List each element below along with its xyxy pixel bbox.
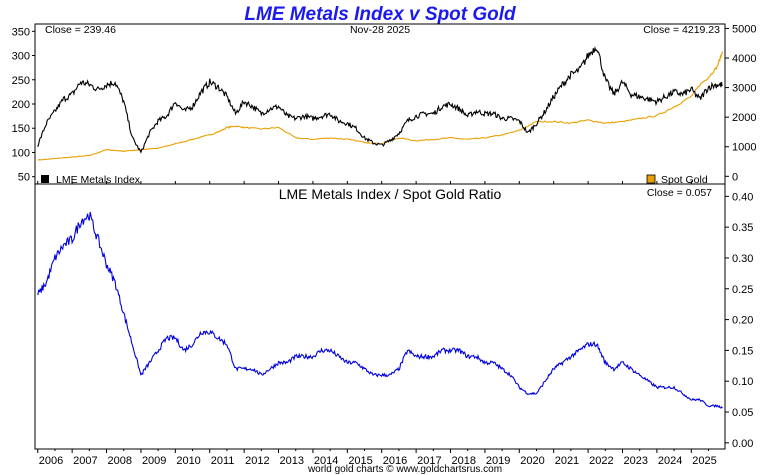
- ratio-tick-label: 0.05: [732, 407, 753, 419]
- legend-label-lme: LME Metals Index: [56, 174, 141, 186]
- left-tick-label: 200: [12, 99, 30, 111]
- x-tick-label: 2012: [245, 455, 269, 467]
- ratio-tick-label: 0.25: [732, 284, 753, 296]
- x-tick-label: 2022: [589, 455, 613, 467]
- right-close-label: Close = 4219.23: [643, 24, 720, 36]
- ratio-tick-label: 0.20: [732, 315, 753, 327]
- lme-index-line: [37, 45, 723, 154]
- x-tick-label: 2010: [176, 455, 200, 467]
- ratio-tick-label: 0.00: [732, 438, 753, 450]
- left-tick-label: 300: [12, 51, 30, 63]
- ratio-tick-label: 0.40: [732, 191, 753, 203]
- x-tick-label: 2023: [623, 455, 647, 467]
- x-tick-label: 2024: [658, 455, 682, 467]
- ratio-close-label: Close = 0.057: [647, 187, 712, 199]
- ratio-title: LME Metals Index / Spot Gold Ratio: [279, 186, 502, 202]
- x-tick-label: 2007: [73, 455, 97, 467]
- ratio-line: [37, 211, 723, 409]
- lower-panel-frame: [34, 183, 726, 450]
- x-tick-label: 2019: [486, 455, 510, 467]
- x-tick-label: 2011: [211, 455, 235, 467]
- left-tick-label: 150: [12, 123, 30, 135]
- x-tick-label: 2017: [417, 455, 441, 467]
- right-tick-label: 2000: [732, 112, 756, 124]
- left-close-label: Close = 239.46: [45, 24, 116, 36]
- x-tick-label: 2018: [452, 455, 476, 467]
- x-tick-label: 2009: [142, 455, 166, 467]
- left-tick-label: 50: [18, 172, 30, 184]
- ratio-tick-label: 0.35: [732, 222, 753, 234]
- x-tick-label: 2021: [555, 455, 579, 467]
- x-tick-label: 2013: [280, 455, 304, 467]
- left-tick-label: 250: [12, 75, 30, 87]
- chart-title: LME Metals Index v Spot Gold: [244, 4, 516, 25]
- right-tick-label: 4000: [732, 53, 756, 65]
- ratio-tick-label: 0.10: [732, 376, 753, 388]
- legend-swatch-lme: [41, 175, 49, 183]
- right-tick-label: 1000: [732, 142, 756, 154]
- x-tick-label: 2014: [314, 455, 338, 467]
- x-axis: 2006 2007 2008 2009 2010 2011 2012 2013 2014 2015…: [37, 181, 717, 467]
- left-tick-label: 350: [12, 26, 30, 38]
- x-tick-label: 2020: [520, 455, 544, 467]
- date-label: Nov-28 2025: [350, 24, 410, 36]
- ratio-tick-label: 0.15: [732, 345, 753, 357]
- lower-series-group: [37, 211, 723, 409]
- x-tick-label: 2008: [108, 455, 132, 467]
- right-axis-lower: 0.00 0.05 0.10 0.15 0.20 0.25 0.30 0.35 0.40: [725, 191, 753, 450]
- left-tick-label: 100: [12, 147, 30, 159]
- ratio-tick-label: 0.30: [732, 253, 753, 265]
- right-tick-label: 5000: [732, 23, 756, 35]
- upper-series-group: [37, 45, 724, 161]
- x-tick-label: 2016: [383, 455, 407, 467]
- x-tick-label: 2006: [39, 455, 63, 467]
- x-tick-label: 2015: [348, 455, 372, 467]
- x-tick-label: 2025: [692, 455, 716, 467]
- left-axis-upper: 50 100 150 200 250 300 350: [12, 26, 35, 184]
- legend-label-gold: Spot Gold: [661, 174, 708, 186]
- footer-credit: world gold charts © www.goldchartsrus.co…: [307, 464, 502, 475]
- right-tick-label: 0: [732, 171, 738, 183]
- upper-panel-frame: [34, 23, 726, 185]
- right-tick-label: 3000: [732, 83, 756, 95]
- right-axis-upper: 0 1000 2000 3000 4000 5000: [725, 23, 756, 183]
- legend-swatch-gold: [646, 174, 656, 184]
